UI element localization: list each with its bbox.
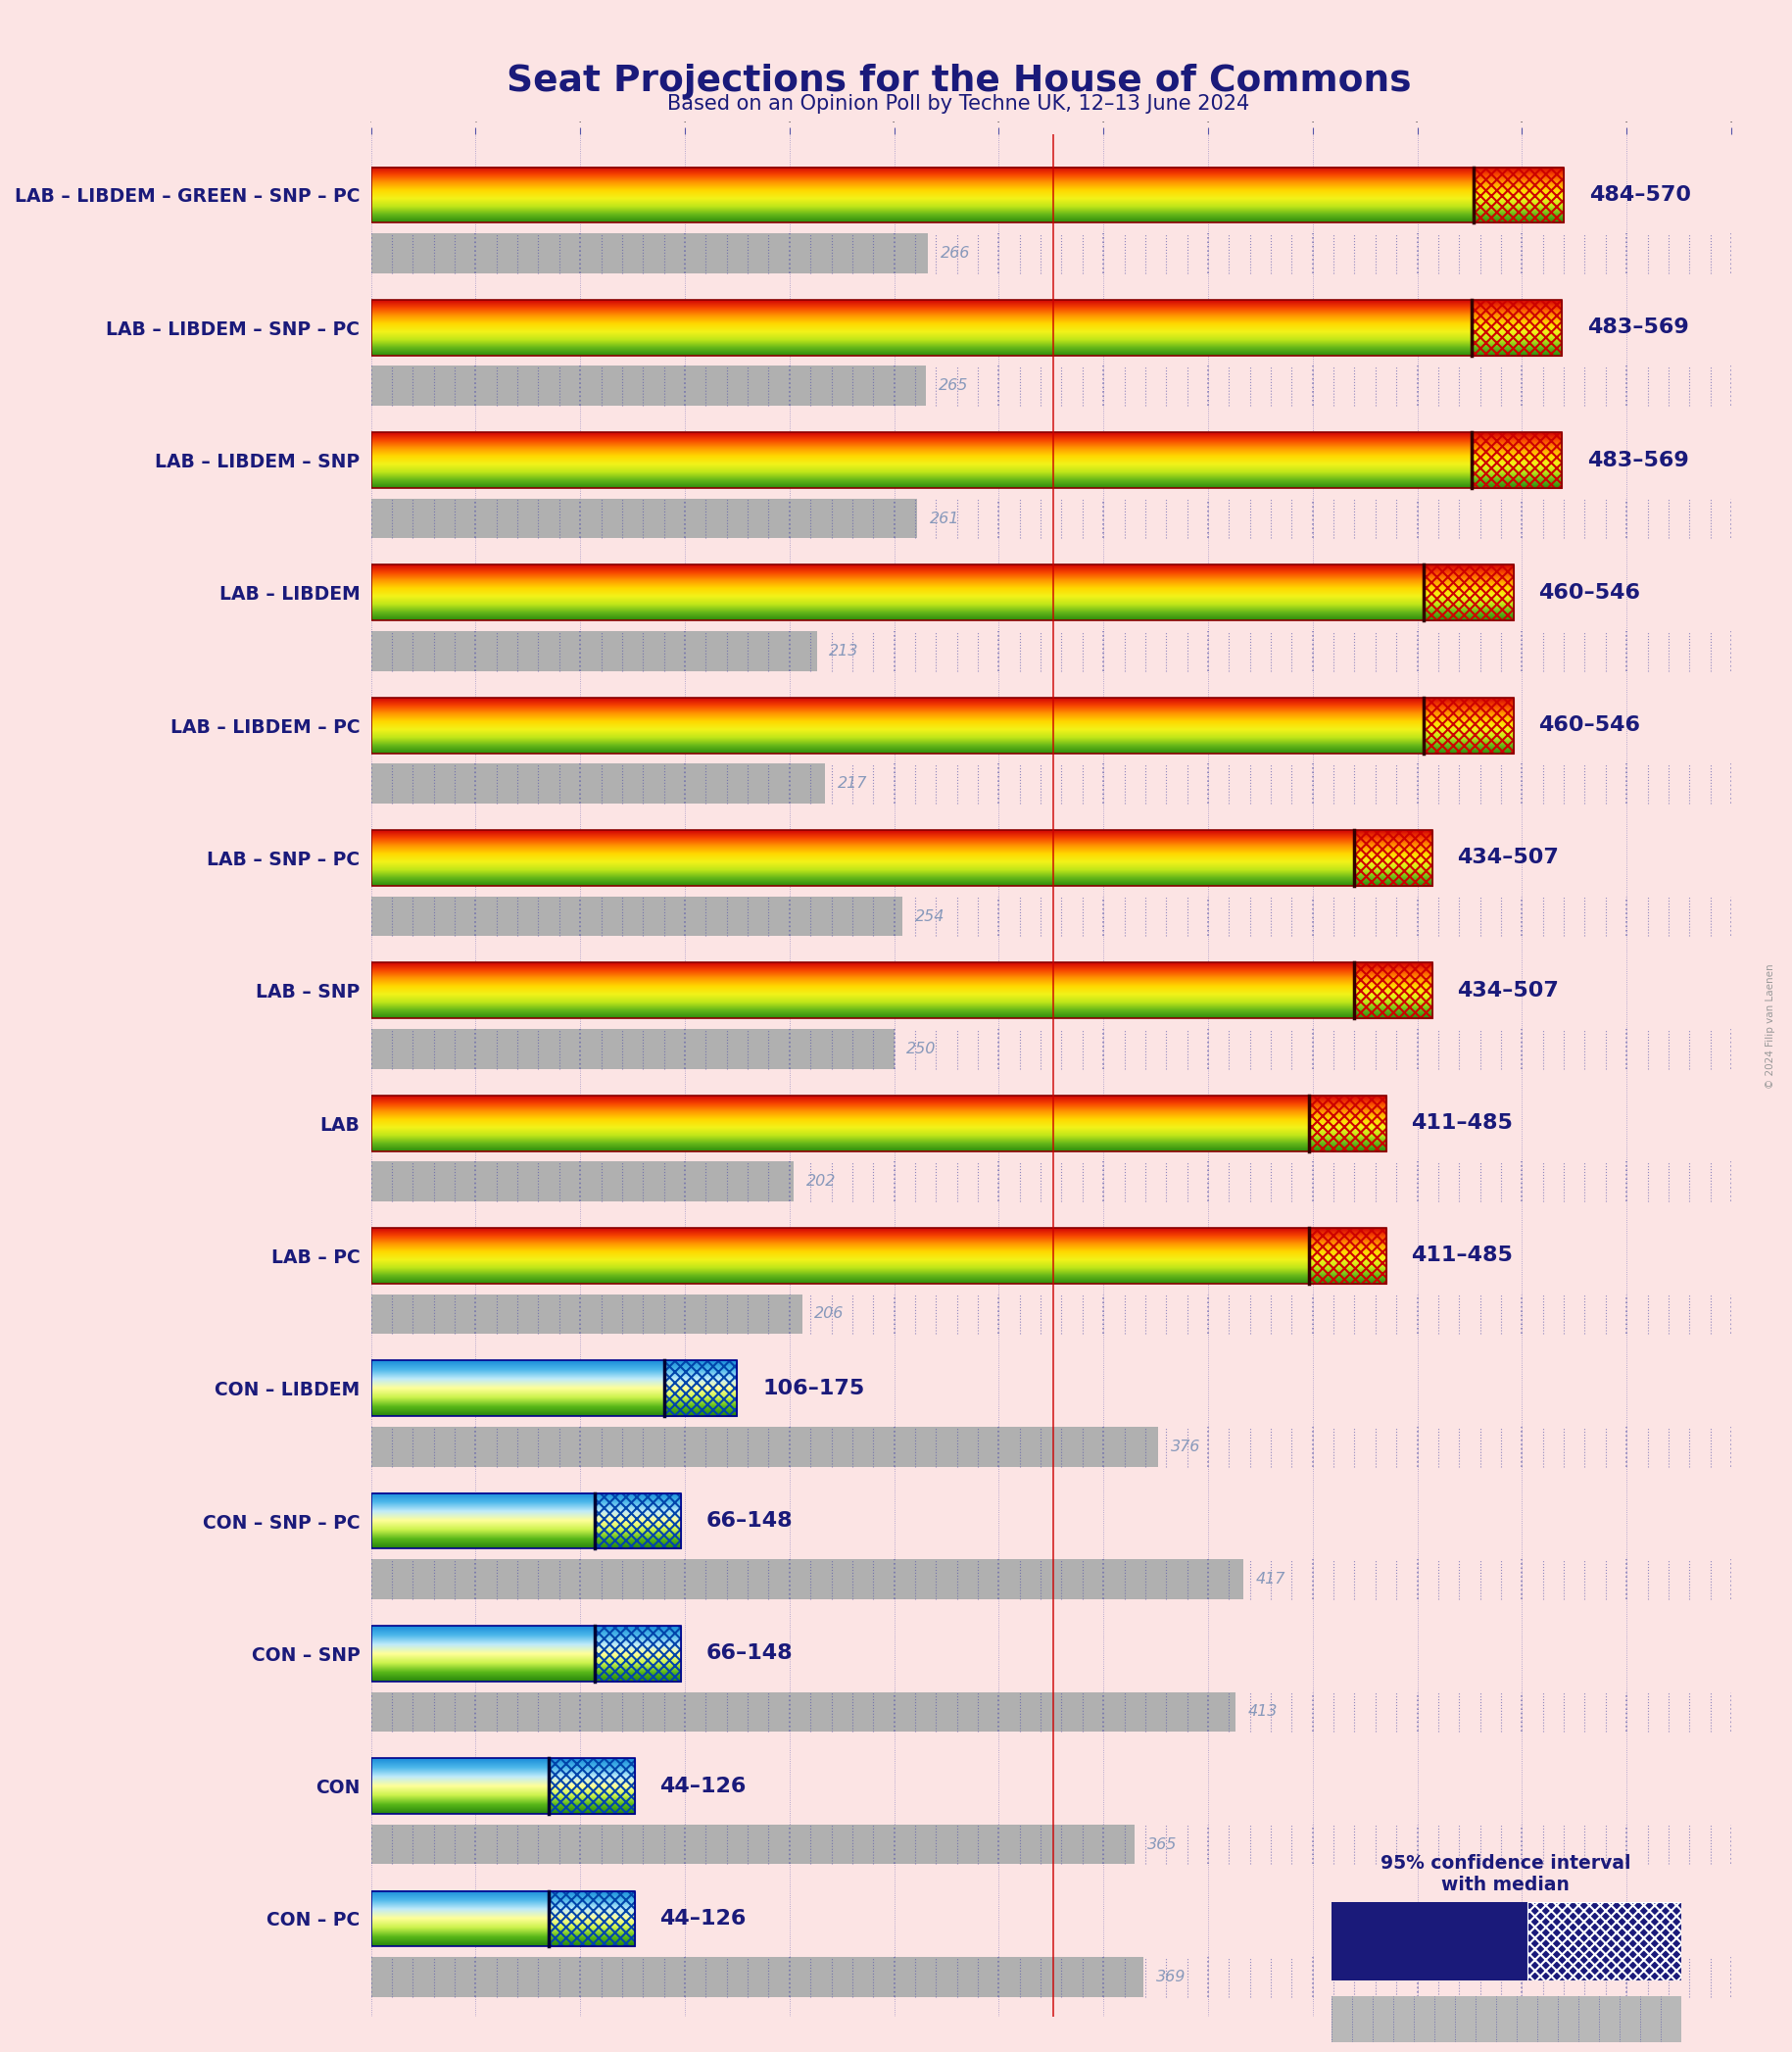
Bar: [1308, 1227, 1385, 1285]
Text: Seat Projections for the House of Commons: Seat Projections for the House of Common…: [507, 64, 1410, 98]
Bar: [371, 1824, 1134, 1865]
Text: 261: 261: [930, 511, 959, 525]
Bar: [371, 234, 928, 273]
Text: 44–126: 44–126: [659, 1777, 745, 1796]
Text: © 2024 Filip van Laenen: © 2024 Filip van Laenen: [1765, 964, 1776, 1088]
Bar: [371, 1161, 1772, 1200]
Bar: [371, 1560, 1244, 1599]
Bar: [371, 234, 1772, 273]
Bar: [371, 1028, 894, 1069]
Bar: [1527, 1902, 1681, 1980]
Bar: [371, 433, 1561, 488]
Bar: [371, 763, 824, 804]
Text: 213: 213: [830, 644, 858, 659]
Bar: [1423, 698, 1514, 753]
Text: 376: 376: [1170, 1438, 1201, 1455]
Bar: [663, 1360, 737, 1416]
Bar: [1331, 1902, 1527, 1980]
Bar: [371, 763, 1772, 804]
Text: 413: 413: [1247, 1705, 1278, 1720]
Bar: [371, 564, 1514, 620]
Text: 483–569: 483–569: [1588, 449, 1688, 470]
Bar: [371, 897, 903, 936]
Bar: [371, 1890, 634, 1947]
Bar: [548, 1759, 634, 1814]
Bar: [371, 1295, 1772, 1334]
Bar: [371, 1958, 1143, 1997]
Text: 460–546: 460–546: [1539, 583, 1641, 603]
Text: 66–148: 66–148: [706, 1510, 792, 1531]
Text: 460–546: 460–546: [1539, 716, 1641, 735]
Bar: [371, 1494, 681, 1549]
Bar: [595, 1625, 681, 1681]
Bar: [371, 1028, 1772, 1069]
Bar: [371, 698, 1514, 753]
Text: Based on an Opinion Poll by Techne UK, 12–13 June 2024: Based on an Opinion Poll by Techne UK, 1…: [668, 94, 1249, 115]
Text: 265: 265: [937, 378, 968, 394]
Bar: [371, 1693, 1772, 1732]
Bar: [1423, 564, 1514, 620]
Bar: [371, 1759, 634, 1814]
Text: 483–569: 483–569: [1588, 318, 1688, 337]
Text: 411–485: 411–485: [1410, 1114, 1512, 1133]
Bar: [371, 1426, 1772, 1467]
Bar: [371, 499, 1772, 538]
Text: 106–175: 106–175: [762, 1379, 864, 1397]
Bar: [371, 632, 817, 671]
Text: 365: 365: [1147, 1837, 1177, 1851]
Bar: [548, 1890, 634, 1947]
Text: 44–126: 44–126: [659, 1908, 745, 1929]
Text: 411–485: 411–485: [1410, 1246, 1512, 1266]
Bar: [1471, 300, 1561, 355]
Bar: [1355, 962, 1432, 1018]
Bar: [371, 897, 1772, 936]
Text: 369: 369: [1156, 1970, 1186, 1984]
Bar: [371, 962, 1432, 1018]
Text: 95% confidence interval
with median: 95% confidence interval with median: [1380, 1853, 1631, 1894]
Bar: [1471, 433, 1561, 488]
Bar: [371, 365, 1772, 406]
Bar: [371, 300, 1561, 355]
Bar: [371, 1161, 794, 1200]
Bar: [1355, 831, 1432, 886]
Bar: [371, 365, 925, 406]
Bar: [371, 1360, 737, 1416]
Bar: [595, 1494, 681, 1549]
Text: 417: 417: [1256, 1572, 1287, 1586]
Text: 254: 254: [916, 909, 944, 923]
Text: 484–570: 484–570: [1590, 185, 1692, 205]
Bar: [371, 1625, 681, 1681]
Bar: [371, 166, 1564, 224]
Bar: [371, 632, 1772, 671]
Bar: [371, 1096, 1385, 1151]
Bar: [371, 831, 1432, 886]
Text: 250: 250: [907, 1042, 937, 1057]
Text: 434–507: 434–507: [1457, 981, 1559, 999]
Bar: [371, 1824, 1772, 1865]
Text: 434–507: 434–507: [1457, 847, 1559, 868]
Text: 66–148: 66–148: [706, 1644, 792, 1664]
Bar: [371, 1295, 803, 1334]
Text: 217: 217: [837, 776, 867, 790]
Bar: [371, 1560, 1772, 1599]
Text: 206: 206: [815, 1307, 844, 1321]
Text: 202: 202: [806, 1174, 837, 1188]
Bar: [1308, 1096, 1385, 1151]
Bar: [371, 1227, 1385, 1285]
Bar: [1473, 166, 1564, 224]
Text: 266: 266: [941, 246, 969, 261]
Bar: [371, 1426, 1158, 1467]
Bar: [371, 1958, 1772, 1997]
Bar: [371, 499, 918, 538]
Bar: [371, 1693, 1235, 1732]
